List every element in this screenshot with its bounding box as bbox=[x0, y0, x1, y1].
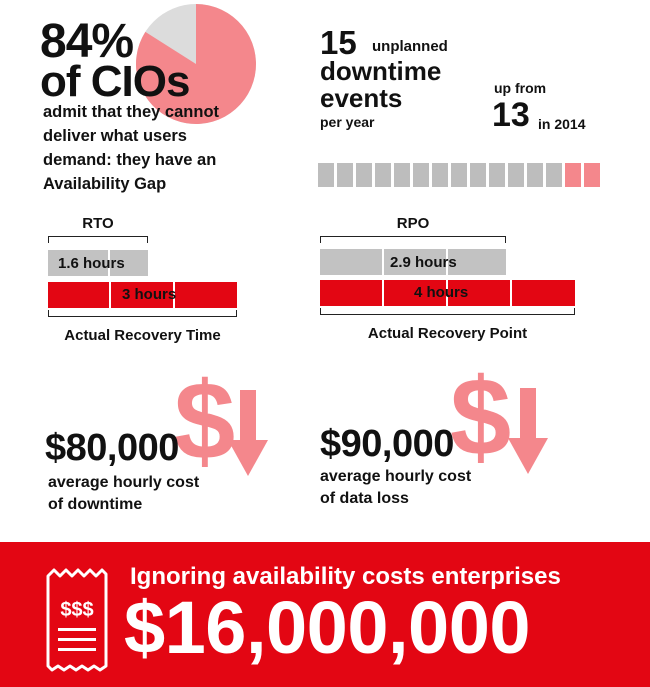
dataloss-cost-caption-2: of data loss bbox=[320, 490, 409, 507]
dollar-sign-icon: $ bbox=[174, 360, 236, 483]
arrow-down-icon bbox=[508, 388, 548, 474]
event-segment bbox=[394, 163, 410, 187]
rpo-actual-value: 4 hours bbox=[414, 284, 469, 301]
new-event-segment bbox=[565, 163, 581, 187]
downtime-cost-amount: $80,000 bbox=[45, 427, 179, 469]
dollar-sign-icon: $ bbox=[450, 356, 512, 479]
event-segment bbox=[432, 163, 448, 187]
cio-who: of CIOs bbox=[40, 57, 190, 106]
cio-percent: 84% bbox=[40, 15, 134, 68]
rpo-bracket bbox=[320, 236, 506, 243]
cio-description: admit that they cannot deliver what user… bbox=[43, 103, 220, 193]
event-segment bbox=[413, 163, 429, 187]
previous-number: 13 bbox=[492, 96, 530, 134]
event-segment bbox=[375, 163, 391, 187]
rpo-actual-bar bbox=[320, 280, 575, 306]
new-event-segment bbox=[584, 163, 600, 187]
event-segment bbox=[546, 163, 562, 187]
rto-caption: Actual Recovery Time bbox=[64, 327, 221, 344]
downtime-cost-caption-2: of downtime bbox=[48, 496, 143, 513]
dataloss-cost-amount: $90,000 bbox=[320, 423, 454, 465]
rpo-target-bar bbox=[320, 249, 506, 275]
pie-slice-cios bbox=[135, 4, 256, 124]
event-segment bbox=[337, 163, 353, 187]
event-segment bbox=[451, 163, 467, 187]
rpo-label: RPO bbox=[396, 215, 430, 232]
receipt-icon: $$$ bbox=[46, 568, 108, 672]
downtime-number: 15 bbox=[320, 24, 357, 61]
rpo-caption: Actual Recovery Point bbox=[367, 325, 528, 342]
banner-amount: $16,000,000 bbox=[124, 586, 531, 669]
rto-actual-value: 3 hours bbox=[122, 286, 177, 303]
event-segment bbox=[470, 163, 486, 187]
event-segment bbox=[489, 163, 505, 187]
event-segment bbox=[356, 163, 372, 187]
rto-target-bar bbox=[48, 250, 148, 276]
dataloss-cost-caption-1: average hourly cost bbox=[320, 468, 472, 485]
event-segment bbox=[527, 163, 543, 187]
downtime-cost-caption-1: average hourly cost bbox=[48, 474, 200, 491]
downtime-title: downtime events bbox=[320, 56, 442, 113]
up-from-label: up from bbox=[494, 80, 547, 96]
rto-actual-bar bbox=[48, 282, 237, 308]
rto-label: RTO bbox=[82, 215, 114, 232]
cio-pie-chart bbox=[135, 4, 256, 124]
receipt-text: $$$ bbox=[60, 599, 93, 621]
banner-text: Ignoring availability costs enterprises bbox=[130, 563, 561, 590]
event-segment bbox=[318, 163, 334, 187]
downtime-unplanned: unplanned bbox=[372, 38, 448, 55]
rto-target-value: 1.6 hours bbox=[58, 255, 125, 272]
cost-banner bbox=[0, 542, 650, 687]
event-segment bbox=[508, 163, 524, 187]
rpo-target-value: 2.9 hours bbox=[390, 254, 457, 271]
arrow-down-icon bbox=[228, 390, 268, 476]
rto-actual-bracket bbox=[48, 310, 237, 317]
downtime-per-year: per year bbox=[320, 114, 375, 130]
previous-year: in 2014 bbox=[538, 116, 586, 132]
downtime-event-bar bbox=[318, 163, 600, 187]
rpo-actual-bracket bbox=[320, 308, 575, 315]
rto-bracket bbox=[48, 236, 148, 243]
